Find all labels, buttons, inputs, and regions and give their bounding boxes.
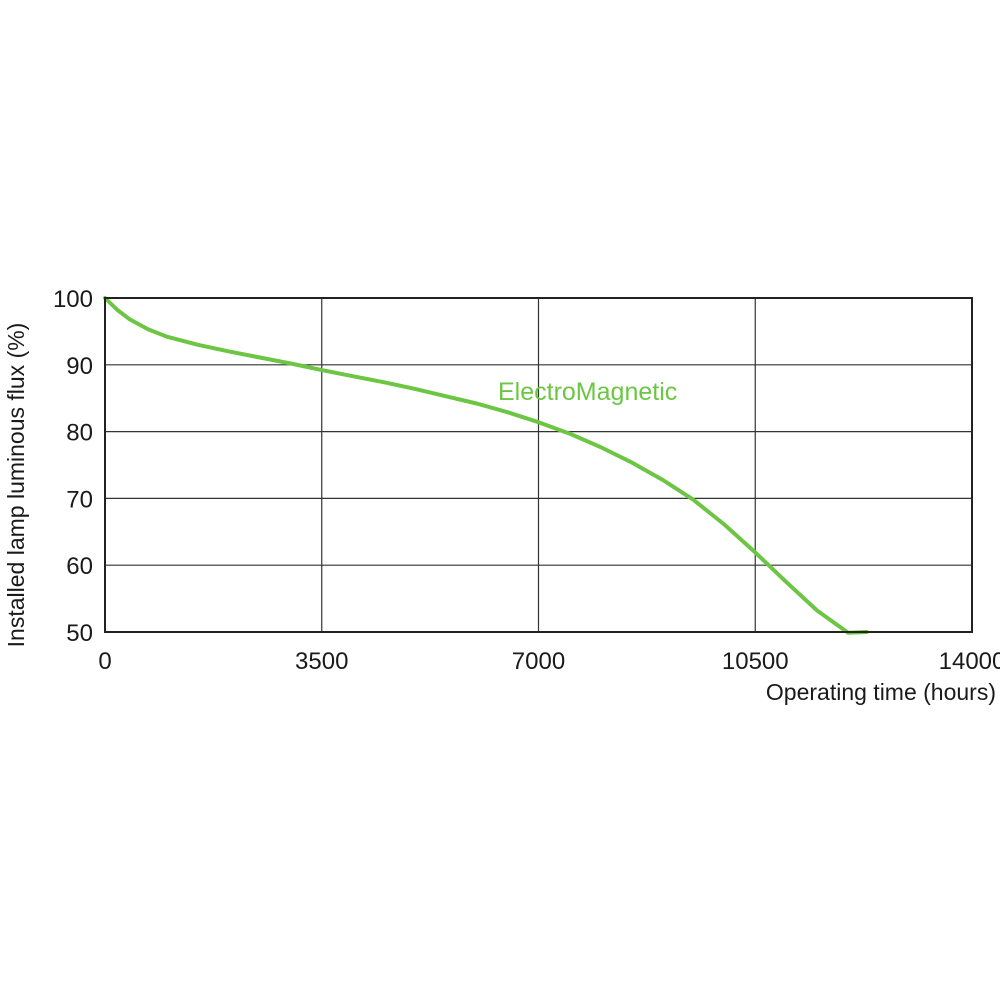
plot-border	[104, 297, 973, 633]
x-tick-label-14000: 14000	[939, 648, 1000, 675]
y-tick-labels: 50 60 70 80 90 100	[53, 286, 93, 647]
series-label-electromagnetic: ElectroMagnetic	[498, 378, 677, 406]
y-tick-label-90: 90	[66, 353, 93, 380]
series-line-0	[103, 296, 869, 635]
x-tick-label-10500: 10500	[722, 648, 789, 675]
grid	[104, 297, 973, 633]
x-axis-title: Operating time (hours)	[766, 679, 996, 705]
x-tick-label-3500: 3500	[295, 648, 348, 675]
y-tick-label-100: 100	[53, 286, 93, 313]
y-axis-title: Installed lamp luminous flux (%)	[3, 323, 29, 648]
y-tick-label-50: 50	[66, 620, 93, 647]
x-tick-label-0: 0	[98, 648, 111, 675]
x-tick-labels: 0 3500 7000 10500 14000	[98, 648, 1000, 675]
y-tick-label-60: 60	[66, 553, 93, 580]
plot-frame	[104, 297, 973, 633]
y-tick-label-70: 70	[66, 486, 93, 513]
series-layer	[103, 296, 869, 635]
y-tick-label-80: 80	[66, 420, 93, 447]
x-tick-label-7000: 7000	[512, 648, 565, 675]
